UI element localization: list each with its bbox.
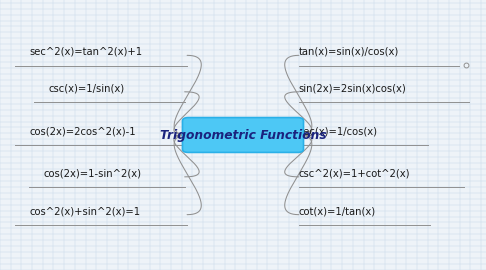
Text: sin(2x)=2sin(x)cos(x): sin(2x)=2sin(x)cos(x) <box>299 83 407 93</box>
Text: tan(x)=sin(x)/cos(x): tan(x)=sin(x)/cos(x) <box>299 47 399 57</box>
Text: cos(2x)=2cos^2(x)-1: cos(2x)=2cos^2(x)-1 <box>29 126 136 136</box>
FancyBboxPatch shape <box>183 118 303 152</box>
Text: cos^2(x)+sin^2(x)=1: cos^2(x)+sin^2(x)=1 <box>29 206 140 216</box>
Text: sec^2(x)=tan^2(x)+1: sec^2(x)=tan^2(x)+1 <box>29 47 142 57</box>
Text: Trigonometric Functions: Trigonometric Functions <box>160 129 326 141</box>
Text: csc(x)=1/sin(x): csc(x)=1/sin(x) <box>49 83 125 93</box>
Text: sec(x)=1/cos(x): sec(x)=1/cos(x) <box>299 126 378 136</box>
Text: cot(x)=1/tan(x): cot(x)=1/tan(x) <box>299 206 376 216</box>
Text: cos(2x)=1-sin^2(x): cos(2x)=1-sin^2(x) <box>44 168 142 178</box>
Text: csc^2(x)=1+cot^2(x): csc^2(x)=1+cot^2(x) <box>299 168 410 178</box>
